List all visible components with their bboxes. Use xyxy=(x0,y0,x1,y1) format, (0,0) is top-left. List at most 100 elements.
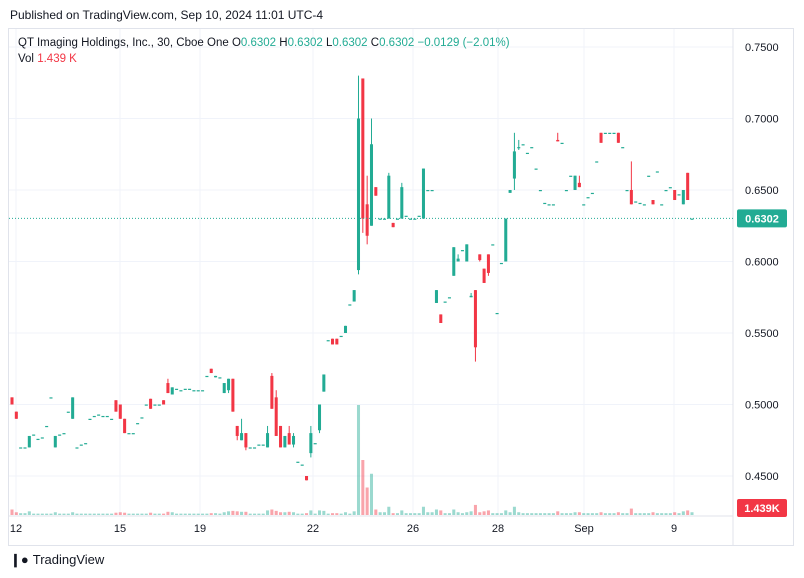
volume-bar xyxy=(339,513,343,515)
volume-bar xyxy=(261,513,265,515)
volume-bar xyxy=(240,511,244,515)
chart-legend: QT Imaging Holdings, Inc., 30, Cboe One … xyxy=(18,37,510,49)
candle-body xyxy=(183,388,187,390)
volume-bar xyxy=(621,513,625,515)
candle-body xyxy=(404,215,408,217)
x-tick-label: 26 xyxy=(407,523,419,535)
volume-bar xyxy=(677,513,681,515)
volume-bar xyxy=(408,513,412,515)
candle-body xyxy=(473,290,477,348)
volume-bar xyxy=(114,512,118,515)
volume-bar xyxy=(430,512,434,515)
candle-body xyxy=(551,204,555,206)
candle-body xyxy=(417,215,421,217)
volume-bar xyxy=(365,487,369,515)
candle-body xyxy=(144,404,148,406)
published-caption: Published on TradingView.com, Sep 10, 20… xyxy=(10,8,324,22)
candle-body xyxy=(339,335,343,338)
volume-bar xyxy=(162,513,166,515)
candle-body xyxy=(400,187,404,219)
candle-body xyxy=(369,144,374,226)
volume-bar xyxy=(300,513,304,515)
x-tick-label: 19 xyxy=(194,523,206,535)
candle-body xyxy=(690,218,694,220)
candle-body xyxy=(170,387,174,395)
candle-body xyxy=(214,375,218,378)
candle-body xyxy=(465,244,469,262)
candle-body xyxy=(603,132,607,134)
volume-bar xyxy=(486,510,490,515)
last-volume-label: 1.439K xyxy=(744,503,780,515)
volume-bar xyxy=(101,513,105,515)
candle-body xyxy=(534,168,538,170)
volume-bar xyxy=(382,512,386,515)
volume-bar xyxy=(179,513,183,515)
y-tick-label: 0.7000 xyxy=(745,114,779,126)
candle-body xyxy=(499,262,503,265)
candle-body xyxy=(235,425,239,436)
volume-bar xyxy=(473,504,477,515)
volume-bar xyxy=(629,508,633,515)
candle-body xyxy=(491,244,495,246)
candle-body xyxy=(387,175,391,219)
volume-bar xyxy=(136,513,140,515)
candle-body xyxy=(19,447,23,449)
candle-body xyxy=(32,434,36,436)
candle-body xyxy=(58,434,62,436)
candle-body xyxy=(482,268,486,283)
candle-body xyxy=(287,433,291,445)
candle-body xyxy=(352,290,356,302)
tradingview-logo[interactable]: ❙● TradingView xyxy=(10,552,104,568)
volume-bar xyxy=(668,513,672,515)
volume-bar xyxy=(343,512,348,515)
candle-body xyxy=(75,447,79,449)
volume-bar xyxy=(426,512,430,515)
candle-body xyxy=(261,444,265,446)
volume-bar xyxy=(318,510,322,515)
legend-close-value: 0.6302 xyxy=(379,37,415,49)
volume-bar xyxy=(88,513,92,515)
volume-bar xyxy=(196,513,200,515)
legend-symbol: QT Imaging Holdings, Inc., 30, Cboe One xyxy=(18,37,229,49)
candle-body xyxy=(530,147,534,149)
candle-body xyxy=(560,142,564,145)
candle-body xyxy=(222,383,226,394)
candle-body xyxy=(413,218,417,220)
volume-bar xyxy=(421,506,425,515)
candle-body xyxy=(664,190,668,192)
candle-body xyxy=(374,187,378,196)
volume-bar xyxy=(434,509,438,515)
candle-body xyxy=(638,202,642,205)
tradingview-brand: TradingView xyxy=(32,552,105,567)
volume-bar xyxy=(66,513,70,515)
y-tick-label: 0.5000 xyxy=(745,400,779,412)
volume-bar xyxy=(214,513,218,515)
volume-bar xyxy=(209,513,213,515)
candle-body xyxy=(71,397,75,419)
candle-body xyxy=(681,190,685,205)
candle-body xyxy=(283,435,287,448)
candle-body xyxy=(452,247,456,276)
candle-body xyxy=(326,340,330,342)
volume-bar xyxy=(127,513,131,515)
candle-body xyxy=(274,397,278,436)
volume-bar xyxy=(491,513,495,515)
candle-body xyxy=(599,132,603,143)
volume-bar xyxy=(153,513,157,515)
candle-body xyxy=(266,433,270,448)
candle-body xyxy=(456,258,460,262)
volume-bar xyxy=(465,512,469,515)
candle-body xyxy=(192,390,196,392)
volume-bar xyxy=(447,513,451,515)
candle-body xyxy=(330,338,335,345)
volume-bar xyxy=(218,513,222,515)
y-tick-label: 0.7500 xyxy=(745,42,779,54)
volume-bar xyxy=(131,513,135,515)
volume-bar xyxy=(586,513,590,515)
volume-bar xyxy=(374,509,378,515)
volume-bar xyxy=(266,510,270,515)
volume-bar xyxy=(634,513,638,515)
volume-bar xyxy=(175,513,179,515)
volume-bar xyxy=(361,460,365,515)
